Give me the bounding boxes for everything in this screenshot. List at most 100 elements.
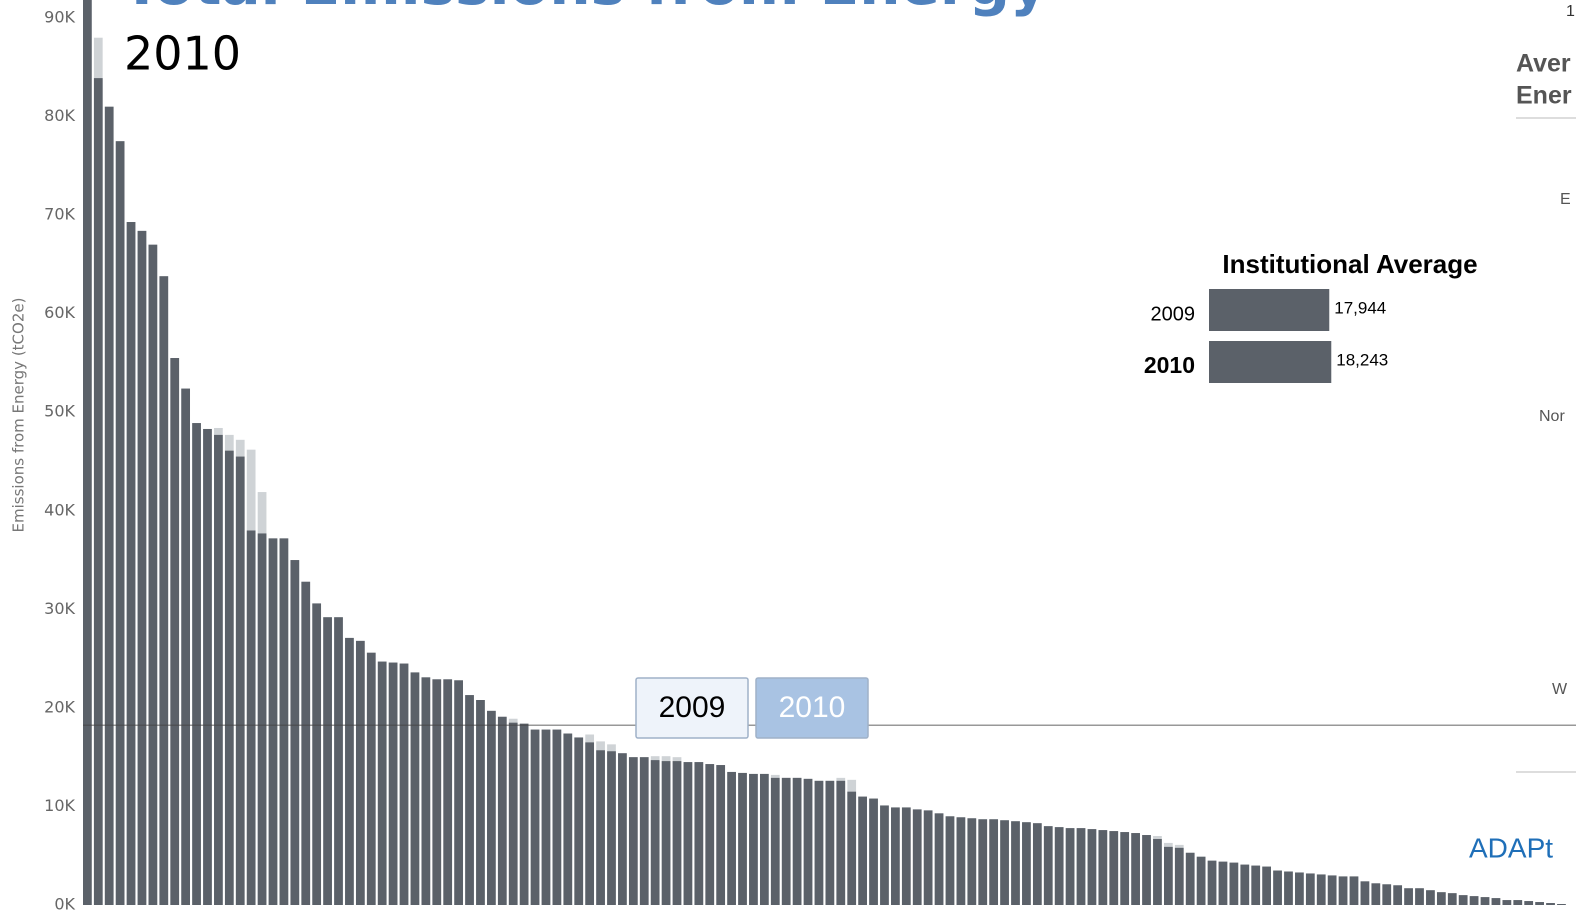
bar — [1284, 871, 1293, 905]
bar — [1469, 896, 1479, 905]
bar — [224, 450, 234, 905]
bar — [203, 428, 212, 905]
bar — [1153, 838, 1162, 905]
bar — [1349, 876, 1359, 905]
button-face[interactable] — [755, 677, 869, 739]
value-label: 17,944 — [1334, 298, 1386, 317]
bar — [476, 700, 485, 905]
bar — [901, 807, 911, 905]
bar — [214, 434, 223, 905]
bar — [1196, 856, 1206, 905]
bar — [945, 816, 955, 905]
bar — [880, 805, 889, 905]
bar — [1557, 904, 1566, 905]
y-tick-label: 40K — [44, 500, 75, 519]
bar — [607, 751, 616, 905]
bar — [355, 640, 365, 905]
bar — [1076, 828, 1086, 905]
y-tick-label: 60K — [44, 303, 75, 322]
y-tick-label: 90K — [44, 8, 75, 27]
bar — [1131, 833, 1140, 905]
bar — [497, 716, 507, 905]
bar — [465, 695, 474, 905]
bar — [1360, 881, 1370, 905]
legend-button[interactable]: 2009 — [635, 677, 749, 739]
side-label: E — [1560, 191, 1571, 208]
legend-label[interactable]: 2010 — [779, 691, 846, 724]
bar — [148, 244, 158, 905]
bar — [345, 637, 354, 905]
side-heading: Ener — [1516, 82, 1572, 110]
bar — [246, 530, 256, 905]
bar — [432, 679, 442, 905]
bar — [858, 796, 867, 905]
bar — [563, 733, 573, 905]
bar — [290, 560, 300, 905]
bar — [1393, 885, 1403, 905]
bar — [159, 276, 169, 905]
bar — [1229, 862, 1239, 905]
bar — [1480, 897, 1490, 905]
bar — [1295, 872, 1304, 905]
bar — [1163, 846, 1173, 905]
chart-title: Total Emissions from Energy — [122, 0, 1048, 18]
corner-text: 1 — [1566, 3, 1575, 20]
bar — [1098, 830, 1108, 905]
bar — [1251, 865, 1261, 905]
bar — [192, 423, 201, 905]
y-tick-label: 50K — [44, 402, 75, 421]
category-label: 2009 — [1151, 303, 1196, 325]
bar — [530, 729, 540, 905]
bar — [1546, 903, 1555, 905]
side-panel: Aver Ener E Nor W ADAPt 1 — [1469, 3, 1576, 863]
bar — [1513, 900, 1523, 905]
bar — [705, 764, 715, 905]
y-tick-label: 30K — [44, 599, 75, 618]
bar — [1338, 876, 1348, 905]
bar — [170, 358, 180, 905]
button-face[interactable] — [635, 677, 749, 739]
legend: 2009 2010 — [635, 677, 869, 739]
bar — [126, 222, 136, 905]
bar — [792, 777, 802, 905]
bar — [1043, 826, 1053, 905]
bar — [1218, 861, 1228, 905]
bar — [1415, 888, 1424, 905]
bar — [268, 538, 278, 905]
y-axis-label: Emissions from Energy (tCO2e) — [10, 298, 28, 533]
bar — [137, 230, 147, 905]
bar — [869, 798, 878, 905]
y-tick-label: 70K — [44, 205, 75, 224]
bar — [738, 772, 747, 905]
bar — [301, 581, 311, 905]
bar — [574, 737, 584, 905]
bar — [508, 722, 518, 905]
bar — [487, 710, 496, 905]
value-label: 18,243 — [1336, 350, 1388, 369]
bar — [1535, 902, 1544, 905]
bar — [312, 603, 322, 905]
bar — [967, 818, 977, 905]
bar — [639, 757, 649, 905]
category-label: 2010 — [1144, 352, 1195, 378]
inset-title: Institutional Average — [1222, 249, 1477, 279]
bar — [377, 661, 387, 905]
bar — [1142, 835, 1151, 905]
bar — [443, 679, 453, 905]
bar — [83, 0, 92, 905]
bar — [803, 778, 813, 905]
bar — [388, 662, 398, 905]
bar — [323, 617, 332, 905]
bar — [1011, 821, 1020, 905]
side-label: Nor — [1539, 408, 1565, 425]
bar — [421, 677, 431, 905]
bar — [1426, 890, 1435, 905]
bar — [781, 777, 791, 905]
legend-button[interactable]: 2010 — [755, 677, 869, 739]
bar — [1209, 341, 1332, 383]
bar — [825, 780, 835, 905]
bar — [770, 777, 780, 905]
bar — [628, 757, 638, 905]
legend-label[interactable]: 2009 — [659, 691, 726, 724]
